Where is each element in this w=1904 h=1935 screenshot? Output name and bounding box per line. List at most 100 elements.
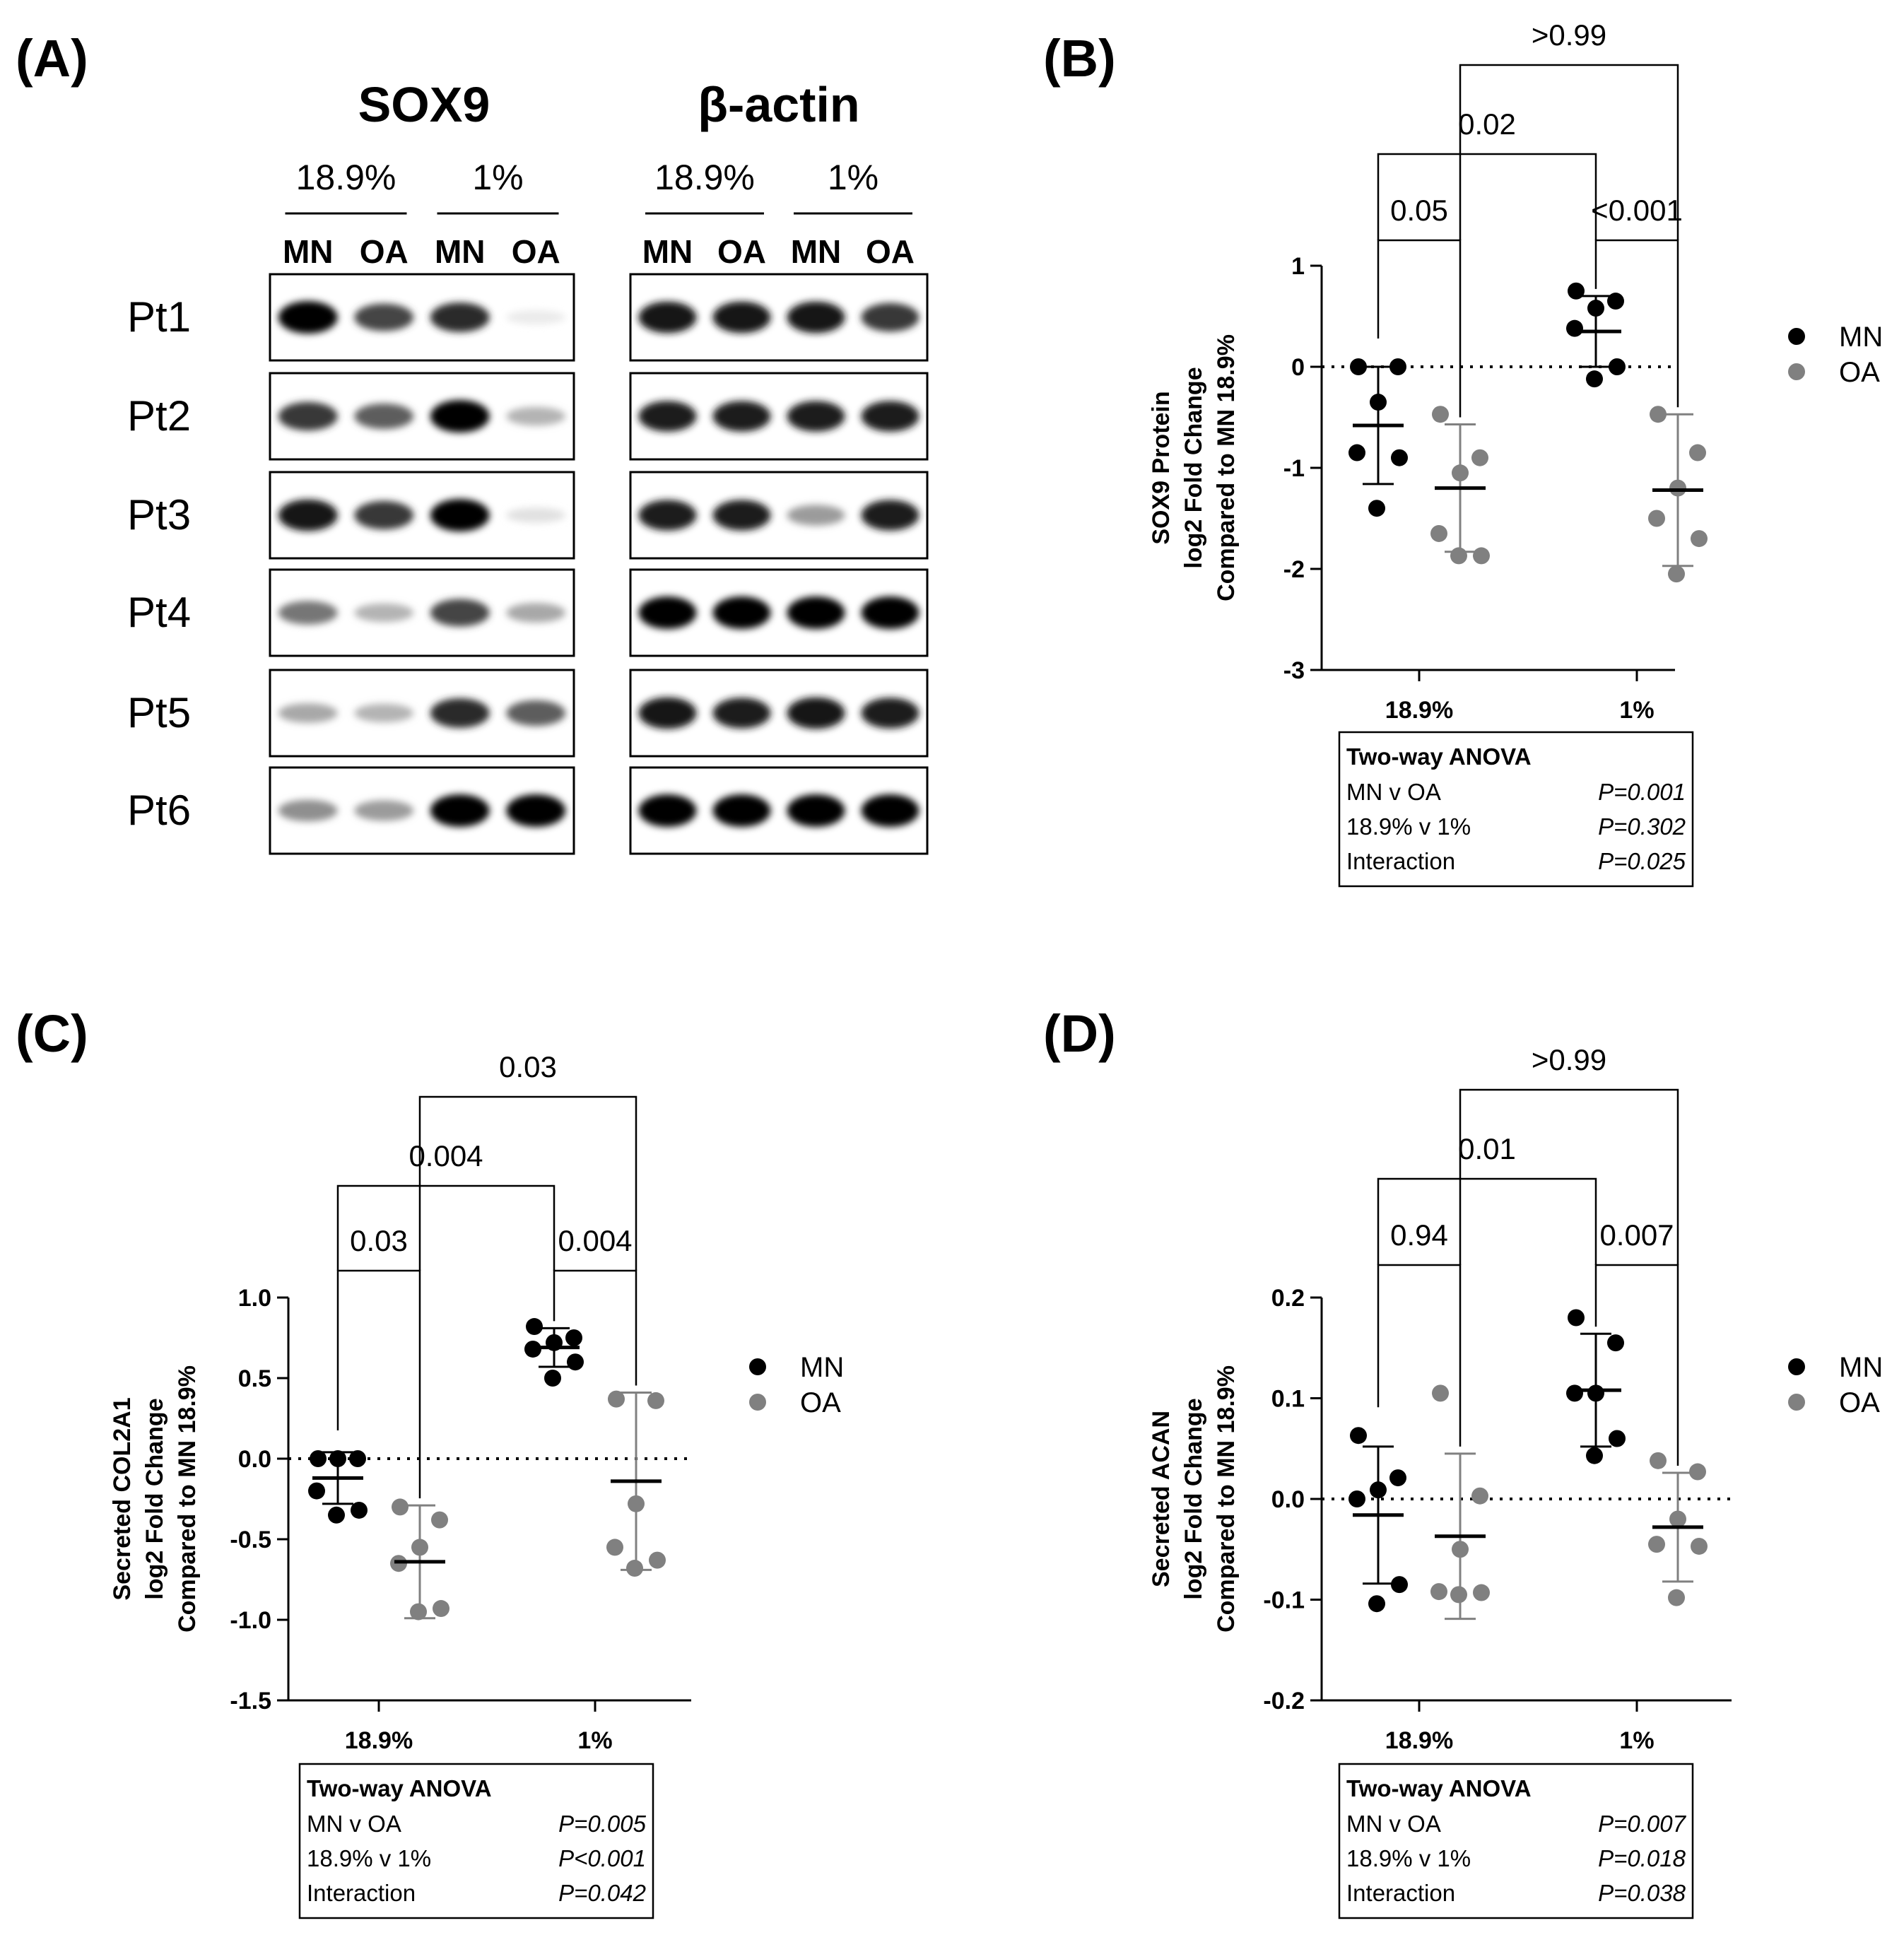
anova-term: Interaction (1346, 848, 1455, 874)
data-point-oa (1452, 1541, 1469, 1558)
blot-band (430, 302, 490, 332)
blot-band (861, 794, 919, 827)
legend-oa-label: OA (1839, 357, 1880, 388)
y-tick-label: -1.5 (230, 1688, 271, 1715)
blot-band (638, 301, 697, 334)
data-point-oa (1669, 1510, 1686, 1528)
data-point-mn (1566, 1384, 1583, 1402)
blot-band (354, 800, 414, 821)
blot-lane-label: OA (512, 233, 560, 270)
data-point-oa (1689, 444, 1706, 461)
y-axis-label-line: Compared to MN 18.9% (1213, 1365, 1240, 1633)
chart-panel-c: 1.0 0.5 0.0 -0.5 -1.0 -1.5 18.9% 1% Secreted COL… (109, 1050, 844, 1919)
blot-patient-label: Pt2 (127, 392, 191, 440)
blot-band (861, 302, 919, 332)
p-value-label: >0.99 (1532, 1043, 1606, 1076)
actin-title: β-actin (698, 77, 859, 132)
anova-table-header: Two-way ANOVA (1346, 743, 1532, 770)
y-tick-label: -0.1 (1263, 1587, 1305, 1614)
y-tick-label: -1 (1283, 455, 1305, 482)
blot-lane-label: MN (283, 233, 334, 270)
anova-p-value: P=0.302 (1598, 813, 1686, 840)
data-point-mn (1350, 1427, 1367, 1445)
blot-band (354, 603, 414, 623)
data-point-oa (1691, 1537, 1708, 1555)
blot-lane-label: MN (435, 233, 486, 270)
y-axis-label-line: log2 Fold Change (141, 1398, 168, 1599)
y-tick-label: -0.5 (230, 1527, 271, 1553)
data-point-mn (328, 1506, 345, 1524)
data-point-oa (1471, 449, 1488, 466)
blot-band (354, 500, 414, 530)
data-point-mn (565, 1329, 582, 1346)
anova-p-value: P=0.018 (1598, 1845, 1686, 1871)
data-point-oa (1432, 1384, 1449, 1402)
blot-band (506, 406, 566, 426)
blot-band (787, 697, 845, 729)
blot-band (638, 401, 697, 432)
p-value-label: 0.94 (1390, 1218, 1448, 1252)
data-point-oa (1432, 406, 1449, 423)
legend-mn-marker (1788, 1358, 1805, 1375)
blot-band (354, 703, 414, 723)
blot-lane-label: OA (717, 233, 766, 270)
panel-label-d: (D) (1043, 1004, 1116, 1063)
x-category-label: 18.9% (1385, 697, 1453, 724)
blot-band (638, 500, 697, 531)
data-point-oa (649, 1551, 666, 1569)
significance-bracket (1377, 153, 1597, 240)
data-point-mn (1566, 319, 1583, 337)
y-tick-label: -0.2 (1263, 1688, 1305, 1715)
data-point-mn (1391, 1576, 1408, 1594)
data-point-mn (308, 1482, 325, 1500)
data-point-mn (1568, 282, 1585, 300)
legend-oa-label: OA (800, 1387, 841, 1418)
data-point-mn (1568, 1309, 1585, 1327)
blot-band (787, 505, 845, 526)
legend-mn-label: MN (800, 1352, 844, 1383)
p-value-label: 0.03 (499, 1050, 557, 1083)
anova-table-box (1338, 731, 1694, 888)
blot-condition-label: 1% (828, 158, 878, 197)
y-tick-label: -2 (1283, 556, 1305, 583)
legend-oa-label: OA (1839, 1387, 1880, 1418)
data-point-oa (647, 1392, 664, 1409)
data-point-mn (567, 1353, 584, 1371)
data-point-oa (431, 1511, 448, 1529)
data-point-oa (1471, 1487, 1488, 1505)
blot-band (712, 794, 771, 827)
chart-panel-d: 0.2 0.1 0.0 -0.1 -0.2 18.9% 1% Secreted ACAN log… (1148, 1043, 1883, 1919)
anova-term: MN v OA (307, 1811, 401, 1837)
blot-band (712, 401, 771, 432)
y-tick-label: 0.0 (1271, 1486, 1305, 1513)
significance-bracket (418, 1095, 637, 1271)
anova-p-value: P=0.005 (558, 1811, 647, 1837)
p-value-label: 0.05 (1390, 194, 1448, 227)
y-tick-label: 0.2 (1271, 1285, 1305, 1312)
anova-p-value: P=0.025 (1598, 848, 1686, 874)
p-value-label: 0.004 (409, 1139, 483, 1172)
data-point-oa (410, 1603, 427, 1621)
data-point-mn (1607, 1334, 1624, 1352)
blot-band (506, 700, 566, 727)
data-point-oa (392, 1498, 409, 1516)
blot-band (278, 401, 338, 431)
legend-mn-marker (1788, 328, 1805, 345)
blot-band (354, 303, 414, 331)
significance-bracket (1594, 239, 1679, 408)
data-point-oa (433, 1600, 449, 1618)
x-category-label: 18.9% (1385, 1727, 1453, 1754)
x-category-label: 18.9% (345, 1727, 413, 1754)
data-point-oa (1473, 1584, 1490, 1601)
blot-condition-label: 1% (472, 158, 523, 197)
data-point-oa (1669, 479, 1686, 497)
data-point-mn (1586, 1447, 1603, 1464)
blot-band (712, 500, 771, 531)
data-point-mn (1587, 1384, 1604, 1402)
anova-term: 18.9% v 1% (1346, 1845, 1471, 1871)
panel-label-a: (A) (16, 29, 88, 88)
blot-band (861, 500, 919, 531)
panel-label-b: (B) (1043, 29, 1116, 88)
data-point-mn (349, 1450, 366, 1467)
chart-panel-b: 1 0 -1 -2 -3 18.9% 1% SOX9 Protein log2 Fold Cha… (1148, 18, 1883, 888)
